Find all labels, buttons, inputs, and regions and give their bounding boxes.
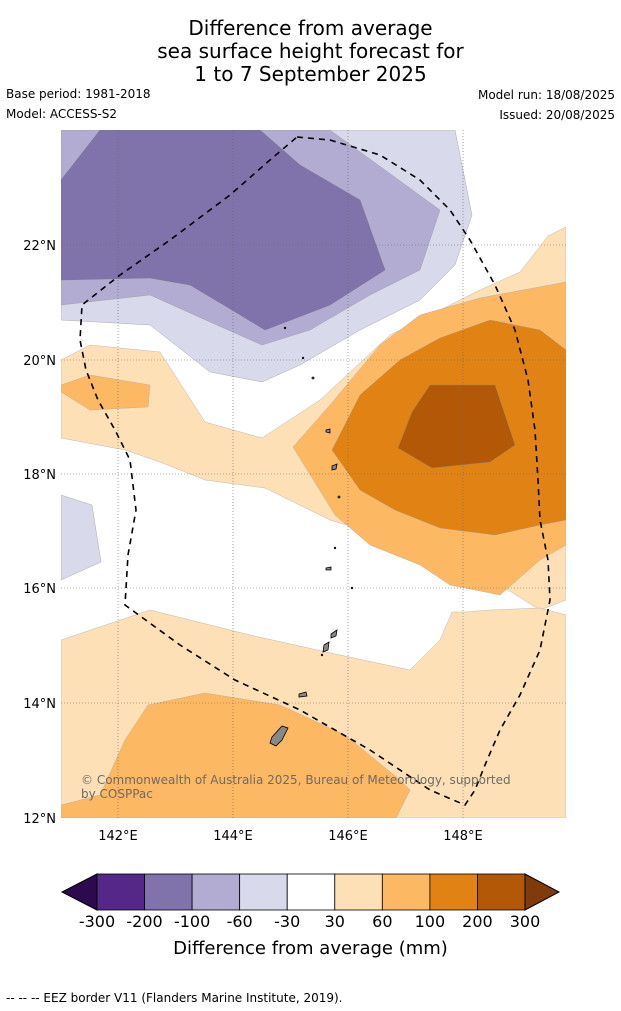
map-contours <box>61 130 566 818</box>
colorbar-segment <box>239 873 288 911</box>
footer-note: -- -- -- EEZ border V11 (Flanders Marine… <box>6 991 343 1005</box>
lon-label-148: 148°E <box>443 829 483 844</box>
colorbar-tick-label: 200 <box>462 912 493 931</box>
colorbar-segment <box>96 873 145 911</box>
colorbar-segment <box>144 873 193 911</box>
model-run: Model run: 18/08/2025 <box>477 88 615 102</box>
colorbar-segment <box>191 873 241 911</box>
colorbar-extension-max <box>524 873 561 911</box>
issued-date: Issued: 20/08/2025 <box>499 108 615 122</box>
lat-label-16: 16°N <box>23 582 56 597</box>
grid-lines <box>61 130 566 818</box>
colorbar-tick-label: -60 <box>227 912 253 931</box>
base-period: Base period: 1981-2018 <box>6 87 151 101</box>
islands <box>269 326 354 747</box>
lon-label-144: 144°E <box>213 829 253 844</box>
colorbar-segment <box>429 873 478 911</box>
title-line-3: 1 to 7 September 2025 <box>194 62 427 86</box>
lat-label-20: 20°N <box>23 354 56 369</box>
colorbar-segment <box>477 873 526 911</box>
credit-text: © Commonwealth of Australia 2025, Bureau… <box>81 773 511 801</box>
contour-neg-100 <box>61 130 386 331</box>
colorbar-tick-label: 30 <box>325 912 345 931</box>
eez-border <box>79 136 551 806</box>
colorbar-segment <box>286 873 336 911</box>
lon-label-142: 142°E <box>98 829 138 844</box>
title-line-2: sea surface height forecast for <box>157 39 464 63</box>
colorbar-tick-label: -300 <box>79 912 115 931</box>
contour-pos-200 <box>397 384 516 469</box>
lat-label-14: 14°N <box>23 697 56 712</box>
colorbar <box>60 873 561 911</box>
lat-label-22: 22°N <box>23 239 56 254</box>
contour-pos-60-south <box>61 692 411 818</box>
colorbar-tick-label: -100 <box>174 912 210 931</box>
colorbar-segment <box>381 873 431 911</box>
title-line-1: Difference from average <box>188 16 433 40</box>
colorbar-segment <box>334 873 383 911</box>
colorbar-tick-label: 100 <box>415 912 446 931</box>
lat-label-18: 18°N <box>23 468 56 483</box>
colorbar-extension-min <box>60 873 98 911</box>
contour-neg-30-west <box>61 494 102 581</box>
colorbar-tick-label: -200 <box>126 912 162 931</box>
lon-label-146: 146°E <box>328 829 368 844</box>
lat-label-12: 12°N <box>23 812 56 827</box>
contour-pos-60-west <box>61 374 151 411</box>
colorbar-tick-label: -30 <box>274 912 300 931</box>
model-name: Model: ACCESS-S2 <box>6 107 118 121</box>
island-guam <box>269 725 289 747</box>
colorbar-title: Difference from average (mm) <box>173 938 448 959</box>
colorbar-tick-label: 60 <box>372 912 392 931</box>
colorbar-tick-label: 300 <box>510 912 541 931</box>
